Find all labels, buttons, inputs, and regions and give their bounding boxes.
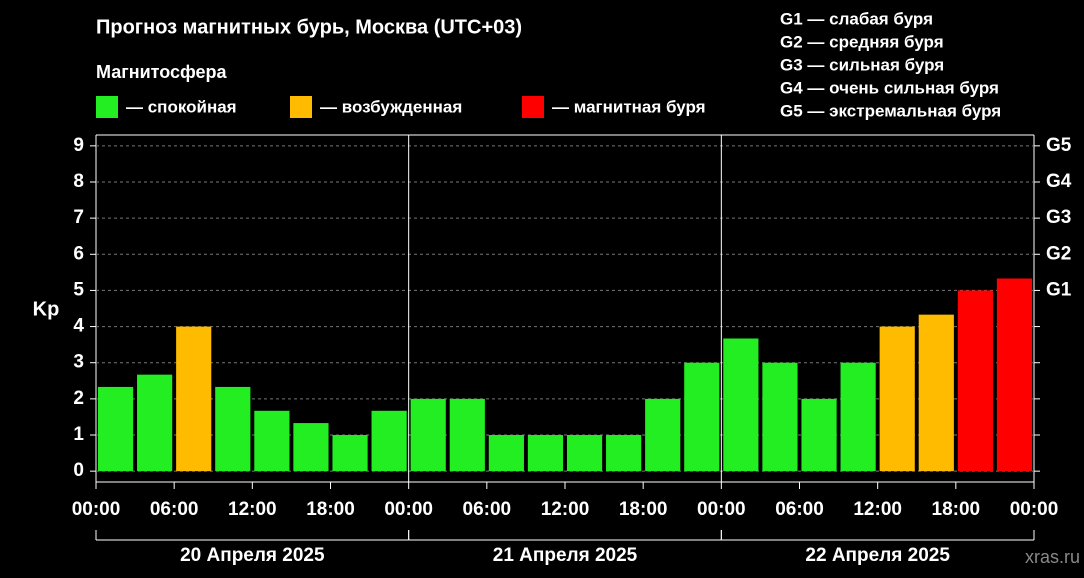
storm-scale-text: G5 — экстремальная буря	[780, 101, 1001, 120]
bar	[332, 435, 368, 472]
x-tick-label: 00:00	[384, 499, 433, 520]
day-label: 22 Апреля 2025	[805, 545, 950, 566]
legend-swatch	[522, 96, 544, 118]
y-tick-label: 4	[73, 316, 84, 337]
bar	[449, 398, 485, 472]
x-tick-label: 06:00	[150, 499, 199, 520]
y-tick-label: 7	[73, 207, 84, 228]
bar	[410, 398, 446, 472]
watermark: xras.ru	[1025, 547, 1080, 567]
chart-subtitle: Магнитосфера	[96, 62, 228, 82]
y-tick-label: 0	[73, 460, 84, 481]
bar	[996, 278, 1033, 472]
bar	[606, 435, 642, 472]
bar	[723, 338, 759, 472]
bar	[293, 423, 329, 472]
legend-label: — спокойная	[126, 97, 237, 116]
x-tick-label: 06:00	[463, 499, 512, 520]
storm-scale-text: G1 — слабая буря	[780, 9, 933, 28]
chart-title: Прогноз магнитных бурь, Москва (UTC+03)	[96, 16, 522, 38]
bar	[488, 435, 524, 472]
day-label: 20 Апреля 2025	[180, 545, 325, 566]
legend-swatch	[290, 96, 312, 118]
legend-swatch	[96, 96, 118, 118]
y-axis-label: Kp	[33, 298, 60, 320]
y2-tick-label: G5	[1046, 135, 1072, 156]
y2-tick-label: G4	[1046, 171, 1072, 192]
x-tick-label: 12:00	[541, 499, 590, 520]
day-label: 21 Апреля 2025	[493, 545, 638, 566]
y-tick-label: 9	[73, 135, 84, 156]
y2-tick-label: G2	[1046, 243, 1071, 264]
bar	[566, 435, 603, 472]
x-tick-label: 12:00	[853, 499, 902, 520]
y-tick-label: 6	[73, 243, 84, 264]
bar	[957, 290, 993, 472]
x-tick-label: 00:00	[1010, 499, 1059, 520]
bar	[684, 362, 720, 472]
legend-label: — магнитная буря	[552, 97, 706, 116]
bar	[176, 326, 212, 472]
x-tick-label: 12:00	[228, 499, 277, 520]
bar	[97, 386, 134, 472]
bar	[371, 410, 407, 472]
y-tick-label: 1	[73, 424, 84, 445]
y2-tick-label: G1	[1046, 279, 1072, 300]
bar	[840, 362, 876, 472]
bar	[215, 386, 251, 472]
storm-scale-text: G3 — сильная буря	[780, 55, 944, 74]
bar	[254, 410, 290, 472]
bar	[879, 326, 915, 472]
y-tick-label: 3	[73, 352, 84, 373]
bar	[527, 435, 564, 472]
y-tick-label: 8	[73, 171, 84, 192]
bar	[645, 398, 681, 472]
x-tick-label: 18:00	[306, 499, 355, 520]
y-tick-label: 2	[73, 388, 84, 409]
bar	[137, 374, 173, 472]
storm-scale-text: G2 — средняя буря	[780, 32, 944, 51]
bar	[801, 398, 837, 472]
bar	[762, 362, 798, 472]
x-tick-label: 00:00	[72, 499, 121, 520]
x-tick-label: 06:00	[775, 499, 824, 520]
x-tick-label: 18:00	[619, 499, 668, 520]
y2-tick-label: G3	[1046, 207, 1071, 228]
legend-label: — возбужденная	[320, 97, 462, 116]
x-tick-label: 18:00	[932, 499, 981, 520]
storm-scale-text: G4 — очень сильная буря	[780, 78, 999, 97]
y-tick-label: 5	[73, 279, 84, 300]
bar	[918, 314, 954, 472]
x-tick-label: 00:00	[697, 499, 746, 520]
